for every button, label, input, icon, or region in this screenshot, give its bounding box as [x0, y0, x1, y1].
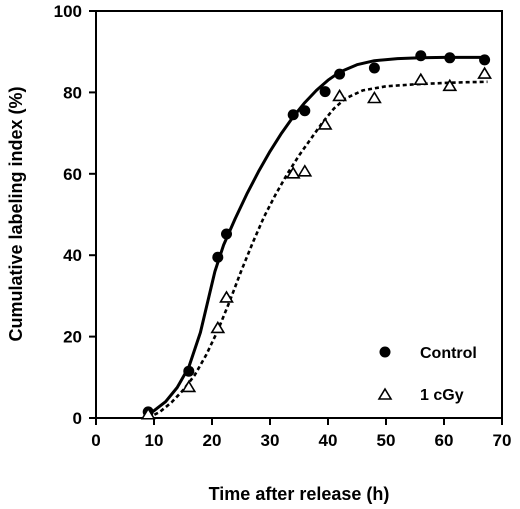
data-point-1cgy: [210, 320, 226, 334]
fit-line-series-1: [147, 80, 488, 420]
x-axis-title: Time after release (h): [209, 484, 390, 504]
data-point-control: [479, 54, 491, 66]
data-point-control: [368, 62, 380, 74]
legend: Control 1 cGy: [377, 345, 477, 404]
data-point-control: [183, 365, 195, 377]
x-tick-label: 30: [261, 431, 280, 450]
data-point-1cgy: [366, 90, 382, 104]
x-tick-label: 70: [493, 431, 512, 450]
y-tick-label: 40: [63, 246, 82, 265]
data-point-1cgy: [297, 164, 313, 177]
data-point-control: [334, 68, 346, 80]
y-axis-ticks: 0 20 40 60 80 100: [54, 2, 96, 428]
x-tick-label: 60: [435, 431, 454, 450]
y-axis-title: Cumulative labeling index (%): [6, 86, 26, 341]
y-tick-label: 80: [63, 83, 82, 102]
data-point-control: [299, 105, 311, 117]
legend-label-control: Control: [420, 345, 477, 362]
data-point-control: [287, 109, 299, 121]
data-point-1cgy: [140, 407, 156, 420]
data-point-control: [415, 50, 427, 62]
data-point-1cgy: [413, 72, 429, 85]
data-point-control: [221, 228, 232, 240]
legend-label-1cgy: 1 cGy: [420, 387, 464, 404]
y-tick-label: 60: [63, 165, 82, 184]
x-tick-label: 50: [377, 431, 396, 450]
plot-area: 0 10 20 30 40 50 60 70 0 20 40 60 80 100: [54, 2, 512, 450]
data-point-control: [212, 251, 224, 263]
data-point-1cgy: [477, 66, 493, 79]
data-point-1cgy: [285, 166, 301, 179]
fit-curves: [144, 55, 488, 420]
data-point-1cgy: [442, 78, 458, 92]
data-point-control: [319, 86, 331, 98]
x-tick-label: 10: [145, 431, 164, 450]
x-tick-label: 0: [91, 431, 100, 450]
y-tick-label: 100: [54, 2, 82, 21]
data-point-1cgy: [332, 88, 348, 102]
legend-marker-control: [379, 346, 391, 358]
data-point-1cgy: [219, 290, 234, 303]
fit-line-series-0: [144, 55, 488, 418]
data-point-1cgy: [181, 379, 197, 393]
x-tick-label: 40: [319, 431, 338, 450]
y-tick-label: 0: [73, 409, 82, 428]
plot-frame: [95, 10, 503, 419]
legend-marker-1cgy: [377, 387, 393, 400]
x-axis-ticks: 0 10 20 30 40 50 60 70: [91, 418, 511, 450]
data-point-1cgy: [317, 117, 333, 130]
y-tick-label: 20: [63, 328, 82, 347]
x-tick-label: 20: [203, 431, 222, 450]
data-markers: [140, 50, 493, 420]
data-point-control: [444, 52, 456, 64]
